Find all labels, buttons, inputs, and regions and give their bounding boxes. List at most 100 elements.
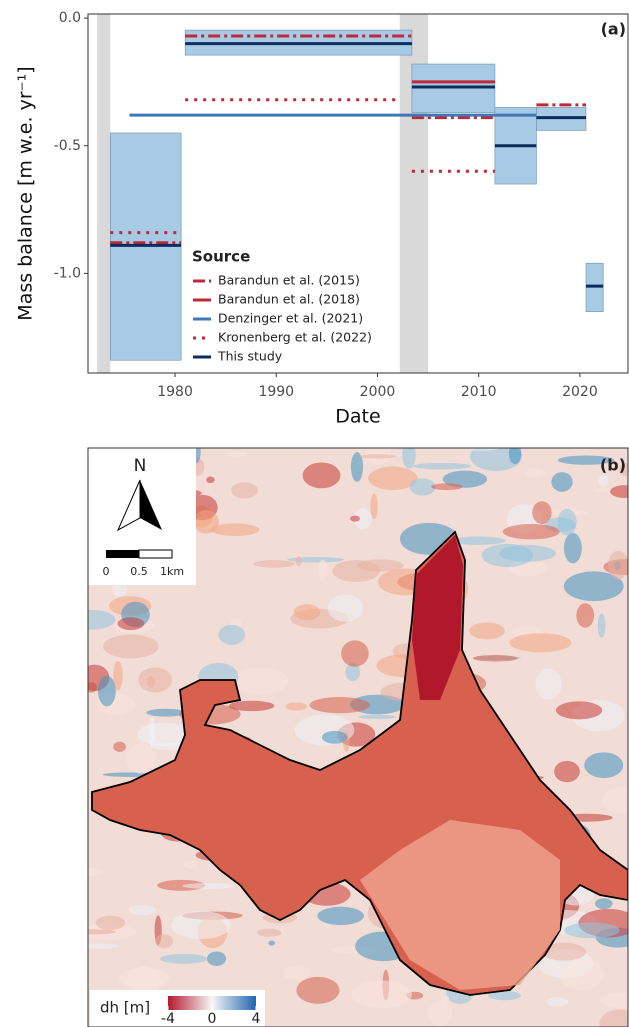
map-patch xyxy=(103,634,159,659)
legend-label: Kronenberg et al. (2022) xyxy=(218,330,372,345)
map-patch xyxy=(113,660,123,691)
colorbar-tick-label: -4 xyxy=(161,1011,175,1027)
map-patch xyxy=(113,741,126,752)
map-patch xyxy=(535,668,562,700)
scale-label: 1km xyxy=(160,565,184,578)
plot-frame xyxy=(87,13,629,374)
map-patch xyxy=(526,467,546,478)
map-patch xyxy=(370,493,378,520)
map-patch xyxy=(88,943,119,949)
map-patch xyxy=(293,604,321,621)
map-patch xyxy=(183,860,199,869)
map-patch xyxy=(502,524,560,540)
map-patch xyxy=(268,940,276,946)
north-arrow-right xyxy=(140,480,162,530)
map-patch xyxy=(563,571,624,602)
y-tick-label: -1.0 xyxy=(54,265,81,281)
map-patch xyxy=(555,701,603,720)
map-patch xyxy=(218,624,246,645)
map-patch xyxy=(88,609,116,630)
map-patch xyxy=(206,476,215,484)
map-patch xyxy=(231,482,258,499)
map-patch xyxy=(358,714,396,719)
map-frame xyxy=(87,447,629,1027)
map-patch xyxy=(309,697,370,714)
map-patch xyxy=(345,663,361,682)
map-patch xyxy=(560,959,605,991)
north-label: N xyxy=(134,456,147,476)
map-patch xyxy=(95,915,126,931)
map-patch xyxy=(619,463,628,476)
map-patch xyxy=(210,523,260,537)
map-patch xyxy=(464,448,500,451)
map-patch xyxy=(359,454,397,459)
map-patch xyxy=(182,882,235,889)
legend-label: Barandun et al. (2015) xyxy=(218,273,360,288)
map-patch xyxy=(117,617,145,631)
colorbar-tick-label: 4 xyxy=(252,1011,261,1027)
map-patch xyxy=(599,1009,628,1027)
map-patch xyxy=(564,922,620,939)
colorbar-tick-label: 0 xyxy=(208,1011,217,1027)
map-patch xyxy=(128,905,157,916)
map-patch xyxy=(302,462,341,489)
map-patch xyxy=(598,475,609,487)
map-patch xyxy=(231,667,289,695)
map-patch xyxy=(127,966,162,994)
legend-label: This study xyxy=(217,349,283,364)
scale-label: 0 xyxy=(103,565,110,578)
map-patch xyxy=(542,942,587,961)
map-patch xyxy=(256,928,282,937)
x-tick-label: 2000 xyxy=(360,384,396,400)
map-patch xyxy=(332,559,380,582)
map-patch xyxy=(597,613,606,638)
x-axis-label: Date xyxy=(335,406,380,428)
colorbar xyxy=(168,996,256,1010)
map-patch xyxy=(557,508,577,536)
map-patch xyxy=(350,515,360,522)
y-axis-label: Mass balance [m w.e. yr⁻¹] xyxy=(15,66,37,320)
legend-label: Barandun et al. (2018) xyxy=(218,292,360,307)
map-patch xyxy=(295,556,302,567)
map-patch xyxy=(412,462,472,470)
map-patch xyxy=(608,550,628,580)
map-patch xyxy=(253,560,296,568)
glacier-lower xyxy=(360,820,560,990)
map-patch xyxy=(554,760,580,783)
map-patch xyxy=(193,510,219,534)
map-patch xyxy=(126,743,156,774)
map-patch xyxy=(138,667,173,693)
map-patch xyxy=(285,702,307,711)
map-patch xyxy=(283,965,311,981)
map-patch xyxy=(509,633,572,653)
scale-label: 0.5 xyxy=(130,565,148,578)
x-tick-label: 1990 xyxy=(258,384,294,400)
map-patch xyxy=(431,483,463,491)
map-patch xyxy=(137,722,192,747)
map-patch xyxy=(365,448,392,466)
map-patch xyxy=(428,1000,453,1026)
map-patch xyxy=(154,934,174,949)
panel-b: N 0 0.5 1km (b) dh [m] -4 0 4 xyxy=(88,448,628,1027)
map-patch xyxy=(499,545,556,562)
map-patch xyxy=(341,640,369,667)
map-patch xyxy=(402,448,416,469)
map-patch xyxy=(508,448,522,465)
map-patch xyxy=(584,752,624,779)
map-patch xyxy=(88,867,103,877)
panel-a: 0.0 -0.5 -1.0 1980 1990 2000 2010 2020 Date Mass … xyxy=(15,10,629,428)
map-patch xyxy=(594,487,612,493)
x-tick-label: 1980 xyxy=(157,384,193,400)
map-patch xyxy=(296,976,340,1004)
shaded-period xyxy=(97,14,111,373)
map-patch xyxy=(551,472,573,492)
map-patch xyxy=(546,997,569,1007)
map-patch xyxy=(353,508,372,530)
map-patch xyxy=(206,951,227,966)
map-patch xyxy=(350,452,364,482)
map-patch xyxy=(469,622,505,640)
map-patch xyxy=(441,995,450,1003)
y-tick-label: -0.5 xyxy=(54,138,81,154)
map-patch xyxy=(602,787,628,814)
